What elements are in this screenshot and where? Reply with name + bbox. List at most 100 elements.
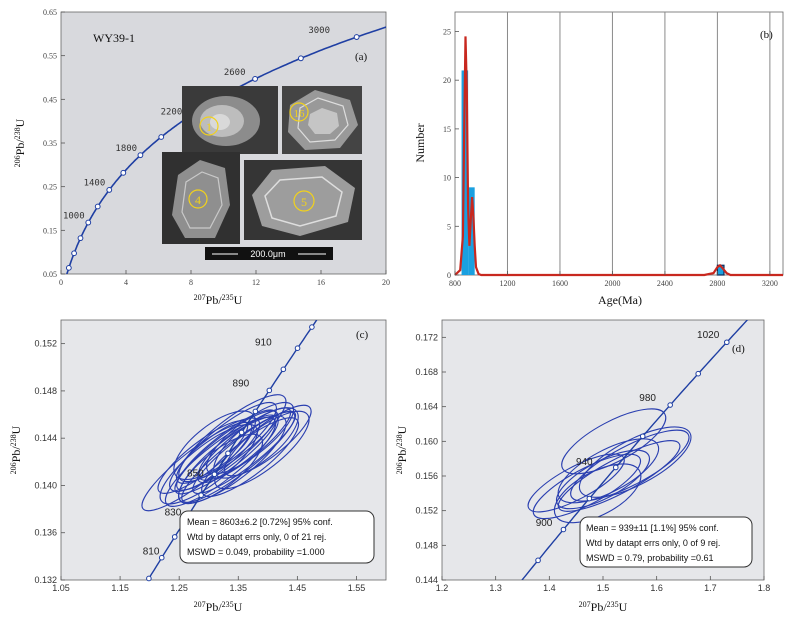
error-ellipse: [178, 394, 287, 483]
grain-marker-5: [293, 190, 315, 212]
panel-a: 0 4 8 12 16 20 0.05 0.15 0.25 0.35 0.45 0.55 0.65 10…: [13, 8, 390, 307]
error-ellipse: [570, 429, 690, 502]
panel-c-ylabel: 206Pb/238U: [9, 425, 23, 474]
error-ellipse: [141, 421, 253, 512]
grain-marker-4: [188, 189, 208, 209]
panel-b-xtick-label: 1200: [499, 279, 515, 288]
panel-b-xtick-label: 800: [449, 279, 461, 288]
panel-d-stats-weighting: Wtd by datapt errs only, 0 of 9 rej.: [586, 538, 720, 548]
panel-a-ytick-label: 0.45: [43, 95, 57, 104]
grain-label-4: 4: [195, 193, 201, 207]
panel-d-xtick-label: 1.8: [758, 583, 771, 593]
concordia-age-label: 1020: [697, 330, 720, 341]
panel-a-xtick-label: 16: [317, 278, 325, 287]
grain-marker-1: [199, 116, 219, 136]
concordia-age-marker: [560, 526, 567, 533]
zircon-cl-images: 1 16 4 5 200.0μm: [162, 86, 362, 260]
error-ellipse: [159, 423, 258, 505]
concordia-age-marker: [238, 429, 245, 436]
panel-c-ytick-label: 0.152: [34, 339, 57, 349]
concordia-age-marker: [535, 557, 541, 564]
concordia-age-marker: [280, 366, 287, 373]
panel-b-xtick-label: 2400: [657, 279, 673, 288]
panel-d-xtick-label: 1.5: [597, 583, 610, 593]
panel-d-ytick-label: 0.164: [415, 402, 438, 412]
panel-a-ylabel: 206Pb/238U: [13, 118, 27, 167]
concordia-age-marker: [723, 339, 730, 346]
panel-c-error-ellipses: [141, 394, 312, 512]
panel-c-xtick-label: 1.05: [52, 583, 70, 593]
panel-c-xlabel: 207Pb/235U: [194, 600, 243, 614]
concordia-age-marker: [171, 534, 178, 540]
error-ellipse: [224, 404, 312, 477]
grain-marker-16: [289, 102, 309, 122]
panel-b-ytick-label: 5: [447, 222, 451, 231]
panel-c-ytick-label: 0.136: [34, 528, 57, 538]
panel-a-xtick-label: 12: [252, 278, 260, 287]
panel-d-ytick-label: 0.144: [415, 575, 438, 585]
concordia-age-label: 850: [187, 469, 204, 480]
histogram-bar: [461, 70, 469, 275]
panel-c-ytick-label: 0.140: [34, 480, 57, 490]
concordia-age-marker: [695, 370, 702, 377]
panel-d-xtick-label: 1.6: [650, 583, 663, 593]
panel-b-xtick-label: 2000: [604, 279, 620, 288]
concordia-age-marker: [120, 169, 127, 176]
panel-a-ytick-label: 0.15: [43, 226, 57, 235]
concordia-age-marker: [309, 324, 315, 330]
panel-c-xtick-label: 1.55: [348, 583, 366, 593]
concordia-age-marker: [198, 492, 204, 498]
concordia-age-marker: [252, 76, 258, 82]
panel-a-ticks: 0 4 8 12 16 20 0.05 0.15 0.25 0.35 0.45 0.55 0.65: [43, 8, 390, 287]
concordia-age-marker: [612, 464, 619, 471]
concordia-age-marker: [586, 495, 593, 502]
panel-a-xtick-label: 4: [124, 278, 128, 287]
panel-b-ylabel: Number: [413, 123, 427, 162]
concordia-age-marker: [146, 575, 152, 582]
panel-d-xtick-label: 1.4: [543, 583, 556, 593]
concordia-age-marker: [353, 34, 360, 40]
panel-d-error-ellipses: [527, 408, 692, 524]
concordia-age-label: 910: [255, 337, 272, 348]
panel-b-ytick-label: 15: [443, 125, 451, 134]
panel-d-xtick-label: 1.7: [704, 583, 717, 593]
panel-d-ticks: 1.2 1.3 1.4 1.5 1.6 1.7 1.8 0.144 0.148 0.152 0.15…: [415, 332, 770, 593]
concordia-age-label: 900: [536, 518, 553, 529]
concordia-age-marker: [94, 203, 101, 210]
panel-c-xtick-label: 1.25: [170, 583, 188, 593]
panel-c-stats-box: Mean = 8603±6.2 [0.72%] 95% conf. Wtd by…: [179, 510, 375, 564]
concordia-age-label: 3000: [308, 26, 330, 36]
panel-d-ytick-label: 0.152: [415, 506, 438, 516]
panel-d-xlabel: 207Pb/235U: [579, 600, 628, 614]
concordia-age-marker: [65, 264, 72, 271]
concordia-age-marker: [85, 219, 92, 226]
panel-c-stats-mswd: MSWD = 0.049, probability =1.000: [187, 547, 325, 557]
panel-c-ticks: 1.05 1.15 1.25 1.35 1.45 1.55 0.132 0.136 0.140 0…: [34, 339, 365, 593]
concordia-age-marker: [158, 134, 165, 140]
error-ellipse: [578, 426, 692, 498]
error-ellipse: [181, 411, 296, 503]
panel-d-ytick-label: 0.160: [415, 436, 438, 446]
panel-c-ytick-label: 0.144: [34, 433, 57, 443]
panel-a-xlabel: 207Pb/235U: [194, 293, 243, 307]
concordia-age-marker: [294, 345, 301, 352]
panel-c-stats-weighting: Wtd by datapt errs only, 0 of 21 rej.: [187, 532, 326, 542]
panel-b-gridlines: [506, 12, 771, 275]
panel-d-ytick-label: 0.148: [415, 540, 438, 550]
panel-b-plot-area: [454, 11, 784, 276]
concordia-age-label: 2600: [224, 68, 246, 78]
concordia-age-label: 1400: [84, 179, 106, 189]
panel-b-xtick-label: 3200: [762, 279, 778, 288]
panel-c-xtick-label: 1.35: [230, 583, 248, 593]
concordia-age-marker: [225, 450, 231, 457]
concordia-age-label: 1000: [63, 211, 85, 221]
concordia-age-label: 810: [143, 547, 160, 558]
panel-b-label: (b): [760, 29, 773, 41]
concordia-age-marker: [266, 387, 273, 394]
panel-d-xtick-label: 1.3: [489, 583, 502, 593]
panel-a-xtick-label: 0: [59, 278, 63, 287]
panel-d-stats-mean: Mean = 939±11 [1.1%] 95% conf.: [586, 523, 719, 533]
concordia-age-marker: [71, 250, 77, 257]
panel-a-ytick-label: 0.25: [43, 183, 57, 192]
concordia-age-label: 1800: [115, 144, 137, 154]
